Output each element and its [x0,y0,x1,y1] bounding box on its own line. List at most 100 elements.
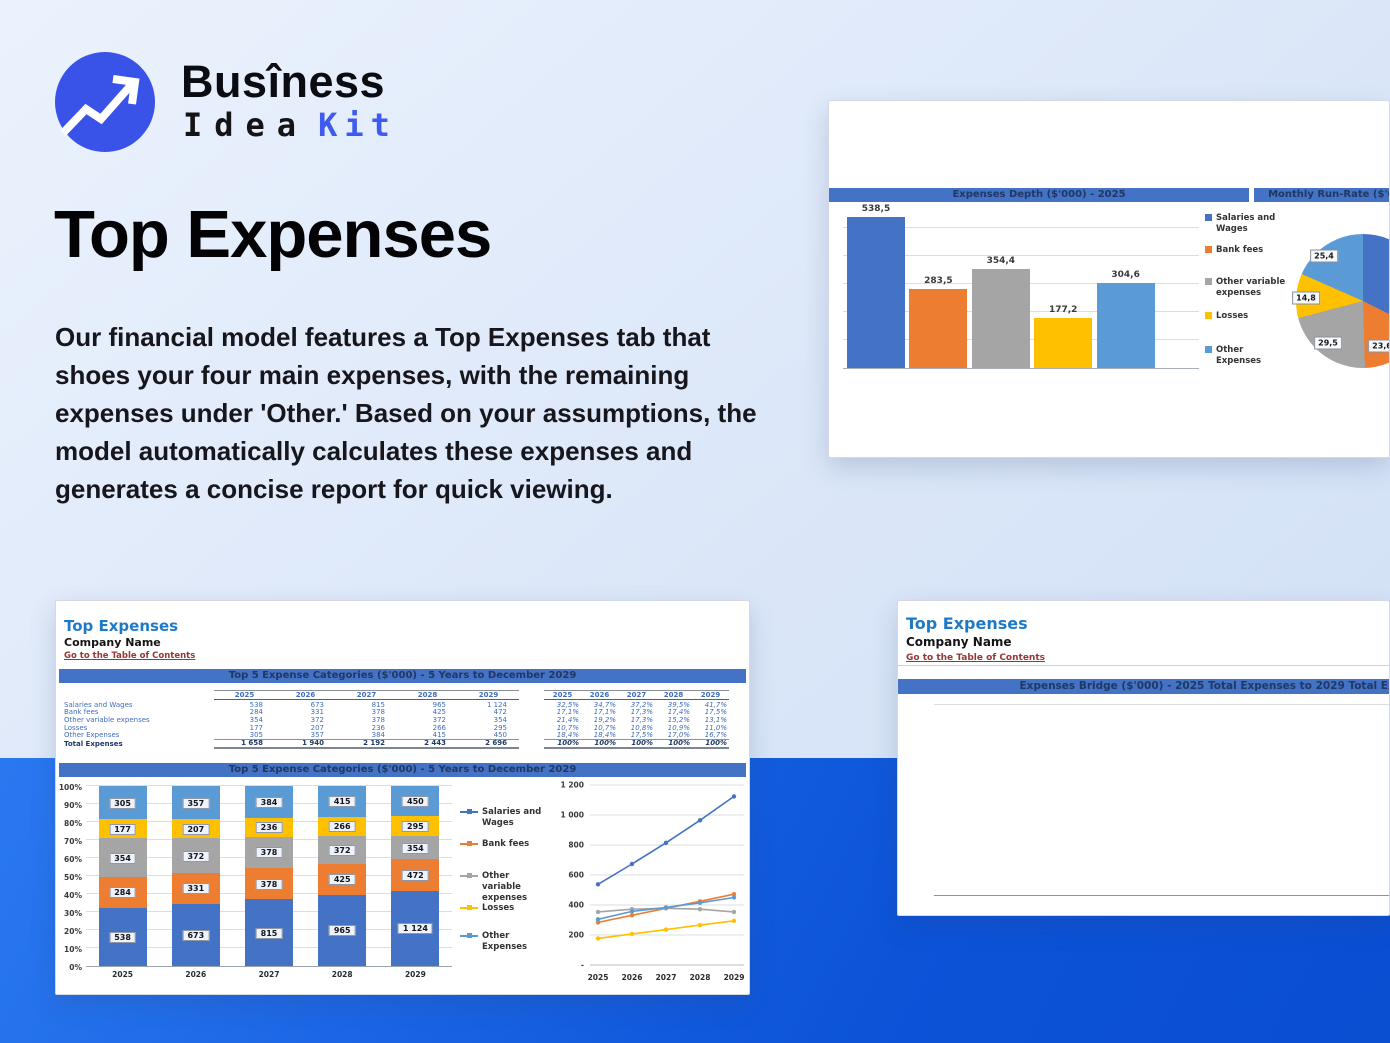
line-marker [595,936,601,941]
legend-marker-icon [1205,246,1212,253]
value-cell: 472 [493,708,507,717]
line-marker [731,909,737,915]
value-cell: 354 [249,715,263,724]
percent-cell: 18,4% [581,731,618,740]
legend-item: Salaries and Wages [460,807,550,829]
line-marker [663,840,669,845]
value-cell: 2 696 [458,739,519,749]
value-cell: 354 [493,715,507,724]
screenshot-expenses-bridge: Top Expenses Company Name Go to the Tabl… [897,600,1390,916]
row-label: Total Expenses [64,739,123,748]
legend-item: Other Expenses [1205,345,1291,367]
percent-cell: 17,5% [618,731,655,740]
page-description: Our financial model features a Top Expen… [55,322,757,504]
percent-cell: 17,4% [667,708,690,717]
brand-word-kit: Kit [318,106,397,144]
legend-dot [466,841,472,846]
y-axis-tick: - [581,961,584,970]
value-cell: 372 [432,715,446,724]
expenses-bridge-banner: Expenses Bridge ($'000) - 2025 Total Exp… [898,679,1389,694]
table-of-contents-link[interactable]: Go to the Table of Contents [64,651,196,661]
company-name: Company Name [64,636,161,649]
depth-bar-value-label: 283,5 [924,275,953,286]
table-of-contents-link[interactable]: Go to the Table of Contents [906,653,1045,663]
line-marker [697,907,703,912]
y-axis-tick: 20% [64,927,82,936]
legend-label: Bank fees [482,839,530,849]
line-marker [697,922,703,928]
legend-item: Bank fees [460,839,550,850]
y-axis-tick: 0% [69,963,82,972]
depth-bar [909,288,968,368]
row-label: Salaries and Wages [64,700,133,709]
stacked-bar-value-label: 415 [328,796,356,808]
legend-marker-icon [1205,346,1212,353]
depth-bar [847,217,905,368]
value-cell: 372 [310,715,324,724]
legend-label: Bank fees [1216,245,1264,255]
value-cell: 1 940 [275,739,336,749]
value-cell: 965 [432,700,446,709]
stacked-bar-value-label: 673 [182,929,210,941]
stacked-bar-value-label: 815 [255,927,283,939]
percent-cell: 16,7% [692,731,729,740]
line-marker [595,882,601,887]
line-marker [731,892,737,897]
y-axis-tick: 200 [568,931,584,940]
divider [898,665,1389,666]
stacked-bar-value-label: 372 [182,850,210,862]
y-axis-tick: 80% [64,819,82,828]
stacked-bar-value-label: 384 [255,796,283,808]
value-cell: 207 [310,723,324,732]
legend-item: Losses [460,903,550,914]
y-axis-tick: 40% [64,891,82,900]
percent-cell: 100% [581,739,618,749]
percent-cell: 10,7% [593,723,616,732]
company-name: Company Name [906,635,1012,649]
legend-label: Other variable expenses [1216,277,1286,299]
y-axis-tick: 1 200 [561,781,585,790]
monthly-runrate-banner: Monthly Run-Rate ($'000) - 2025 [1254,188,1389,202]
legend-marker-icon [460,808,478,816]
stacked-bar-value-label: 207 [182,823,210,835]
value-cell: 378 [371,708,385,717]
line-marker [731,895,737,900]
value-cell: 305 [214,731,275,740]
y-axis-tick: 100% [58,783,82,792]
percent-cell: 2028 [655,690,692,700]
line-marker [663,927,669,932]
percent-cell: 13,1% [704,715,727,724]
x-axis-label: 2029 [724,973,745,982]
brand-name-business: Busîness [181,56,386,107]
legend-marker-icon [460,904,478,912]
stacked-bar-value-label: 378 [255,878,283,890]
legend-label: Losses [1216,311,1249,321]
bridge-y-axis [900,704,930,896]
value-cell: 357 [275,731,336,740]
percent-cell: 2025 [544,690,581,700]
value-cell: 2 192 [336,739,397,749]
percent-cell: 2027 [618,690,655,700]
legend-label: Losses [482,903,515,913]
percent-cell: 2026 [581,690,618,700]
legend-marker-icon [1205,312,1212,319]
stacked-y-axis: 100% 90% 80% 70% 60% 50% 40% 30% 20% 10% 0% [58,783,84,972]
y-axis-tick: 400 [568,901,584,910]
table-row: 2025 2026 2027 2028 2029 2025 2026 2027 2028 2029 [64,689,746,701]
pie-slice-label: 25,4 [1310,249,1338,263]
value-cell: 538 [249,700,263,709]
legend-dot [466,905,472,910]
top5-table: 2025 2026 2027 2028 2029 2025 2026 2027 2028 2029… [64,689,746,749]
value-cell: 2025 [214,690,275,700]
legend-marker-icon [1205,214,1212,221]
x-axis-label: 2025 [112,970,134,979]
grid-line [843,255,1199,256]
stacked-bar-value-label: 425 [328,874,356,886]
legend-item: Bank fees [1205,245,1291,256]
y-axis-tick: 50% [64,873,82,882]
row-label: Bank fees [64,708,99,717]
table-row: Salaries and Wages 538 673 815 965 1 124 32,5%… [64,701,746,709]
percent-cell: 100% [692,739,729,749]
expenses-depth-legend: Salaries and Wages Bank fees Other variabl… [1205,213,1291,373]
value-cell: 177 [249,723,263,732]
